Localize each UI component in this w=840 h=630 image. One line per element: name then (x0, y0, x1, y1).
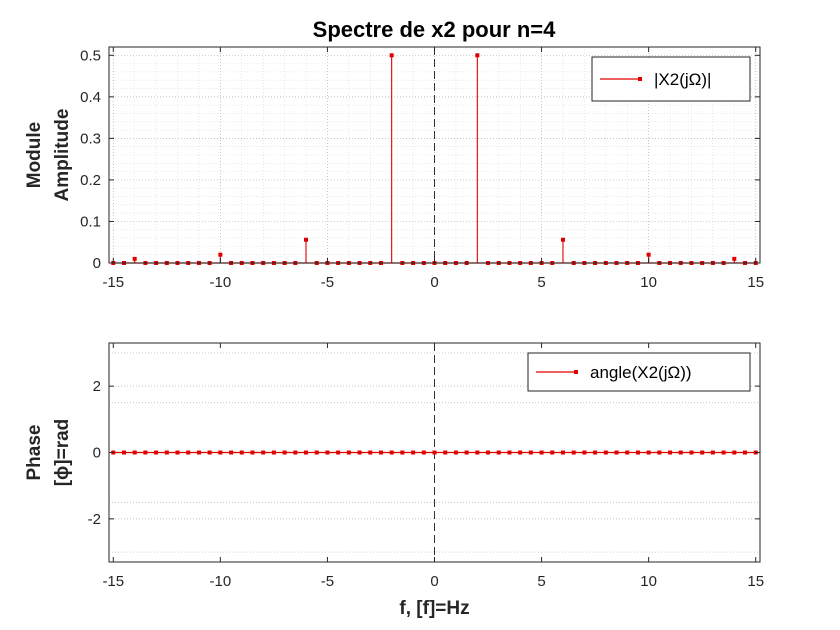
phase-plot: -15 -10 -5 0 5 10 15 -2 0 2 Phase [ϕ]=rad f, [f]=Hz a… (24, 342, 764, 619)
legend-marker (574, 370, 578, 374)
x-tick-label: 10 (640, 274, 657, 291)
legend-label: angle(X2(jΩ)) (590, 363, 692, 382)
y-axis-label: Amplitude (52, 109, 73, 202)
stem-marker (389, 53, 394, 58)
legend-label: |X2(jΩ)| (654, 70, 711, 89)
x-tick-label: 5 (537, 573, 545, 590)
x-tick-label: 10 (640, 573, 657, 590)
stem-marker (646, 252, 651, 257)
legend: |X2(jΩ)| (591, 56, 751, 102)
x-tick-label: 0 (430, 573, 438, 590)
legend: angle(X2(jΩ)) (527, 352, 751, 392)
y-tick-label: 0.4 (80, 89, 101, 106)
legend-marker (638, 77, 642, 81)
x-tick-label: 15 (747, 274, 764, 291)
y-tick-label: 0.1 (80, 213, 101, 230)
x-axis-label: f, [f]=Hz (399, 598, 469, 619)
y-tick-label: 0.2 (80, 172, 101, 189)
x-tick-label: 0 (430, 274, 438, 291)
y-tick-label: 0.5 (80, 47, 101, 64)
y-tick-label: 2 (93, 378, 101, 395)
x-tick-label: -10 (210, 274, 232, 291)
stem-marker (304, 237, 309, 242)
x-tick-label: -15 (102, 274, 124, 291)
y-axis-label: Module (24, 122, 45, 189)
y-tick-label: 0 (93, 445, 101, 462)
y-axis-label: Phase (24, 425, 45, 481)
x-tick-label: -5 (321, 573, 334, 590)
x-tick-label: -10 (210, 573, 232, 590)
stem-marker (560, 237, 565, 242)
amplitude-plot: -15 -10 -5 0 5 10 15 0 0.1 0.2 0.3 0.4 0.5 Module Ampl… (24, 46, 764, 291)
y-axis-label: [ϕ]=rad (52, 419, 73, 487)
x-tick-label: 5 (537, 274, 545, 291)
stem-marker (475, 53, 480, 58)
x-tick-label: -5 (321, 274, 334, 291)
stem-marker (218, 252, 223, 257)
chart-title: Spectre de x2 pour n=4 (313, 17, 556, 42)
x-tick-label: -15 (102, 573, 124, 590)
y-tick-label: -2 (88, 511, 101, 528)
x-tick-label: 15 (747, 573, 764, 590)
y-tick-label: 0 (93, 255, 101, 272)
stem-marker (132, 256, 137, 261)
stem-marker (732, 256, 737, 261)
y-tick-label: 0.3 (80, 130, 101, 147)
